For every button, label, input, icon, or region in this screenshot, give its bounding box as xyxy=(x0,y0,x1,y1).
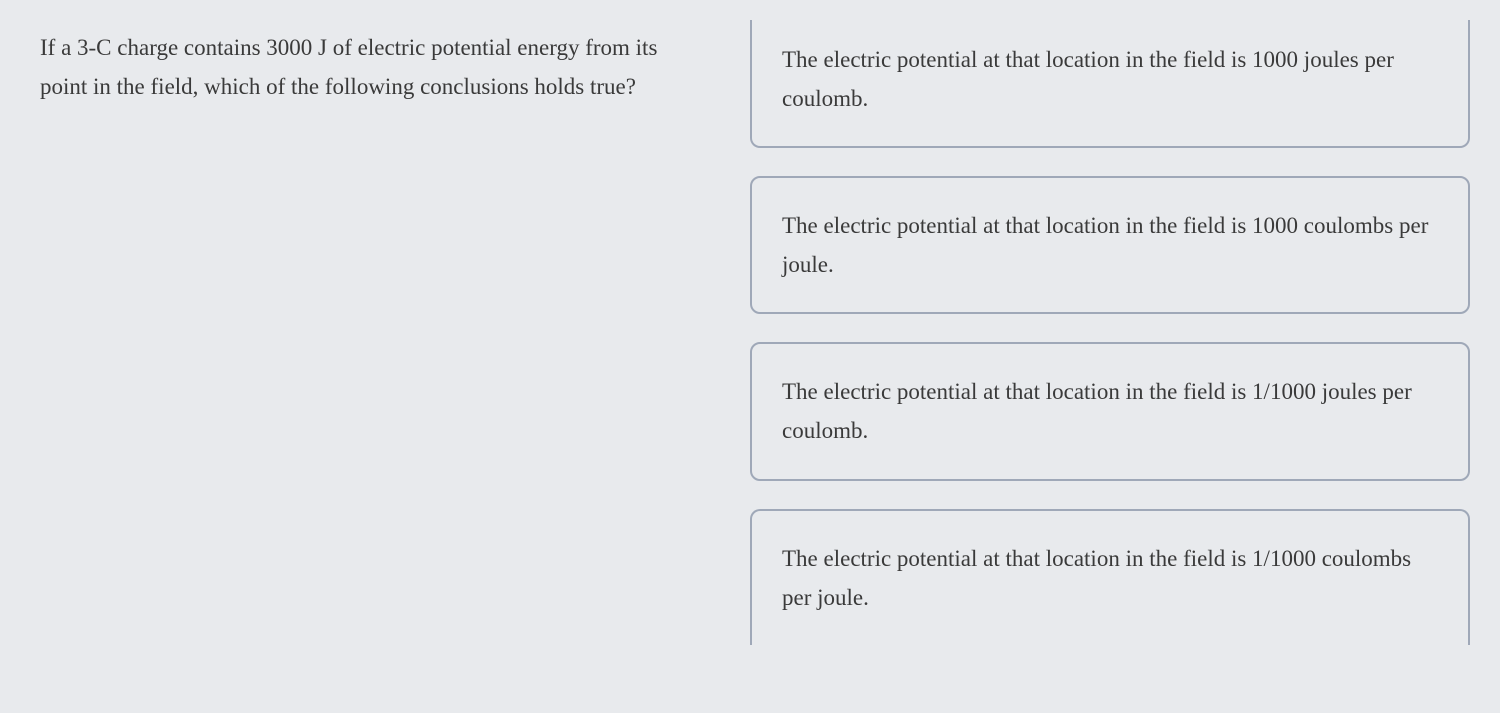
answer-option-3-text: The electric potential at that location … xyxy=(782,379,1412,443)
answer-option-1[interactable]: The electric potential at that location … xyxy=(750,20,1470,148)
answer-option-4-text: The electric potential at that location … xyxy=(782,546,1411,610)
question-text: If a 3-C charge contains 3000 J of elect… xyxy=(40,28,710,106)
answer-option-2-text: The electric potential at that location … xyxy=(782,213,1428,277)
answer-option-3[interactable]: The electric potential at that location … xyxy=(750,342,1470,480)
question-column: If a 3-C charge contains 3000 J of elect… xyxy=(40,20,750,693)
answer-option-1-text: The electric potential at that location … xyxy=(782,47,1394,111)
answer-option-2[interactable]: The electric potential at that location … xyxy=(750,176,1470,314)
answer-option-4[interactable]: The electric potential at that location … xyxy=(750,509,1470,645)
options-column: The electric potential at that location … xyxy=(750,20,1470,693)
